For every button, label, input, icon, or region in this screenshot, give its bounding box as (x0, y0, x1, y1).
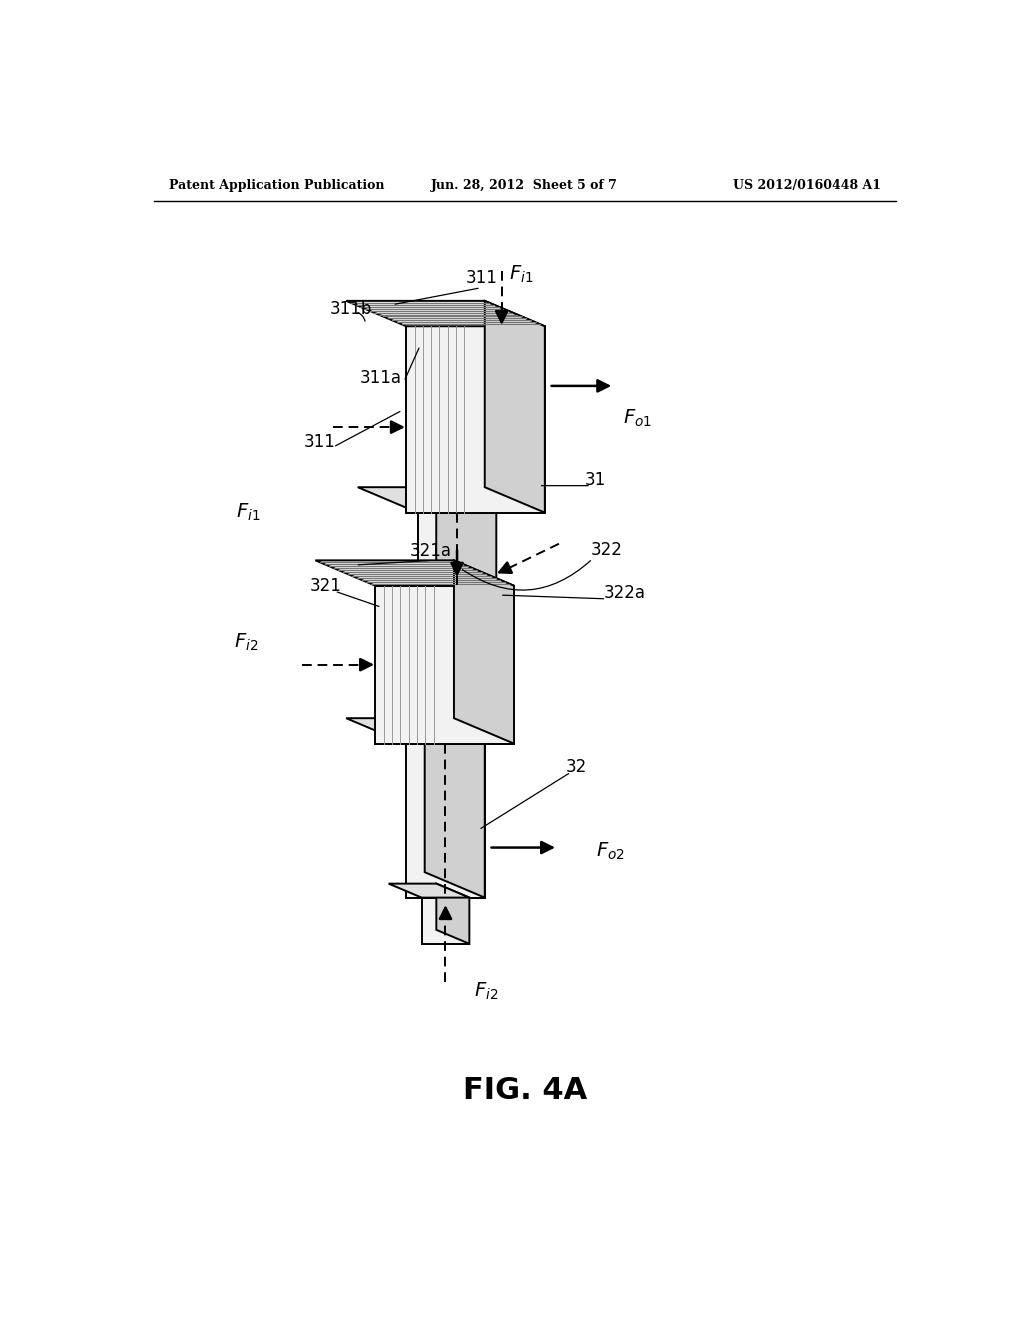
Text: US 2012/0160448 A1: US 2012/0160448 A1 (732, 178, 881, 191)
Polygon shape (357, 487, 497, 512)
Text: 311: 311 (304, 433, 336, 450)
Text: Jun. 28, 2012  Sheet 5 of 7: Jun. 28, 2012 Sheet 5 of 7 (431, 178, 618, 191)
Polygon shape (346, 718, 484, 743)
Polygon shape (436, 487, 497, 586)
Polygon shape (407, 326, 545, 512)
Text: $F_{i2}$: $F_{i2}$ (474, 981, 499, 1002)
Text: 31: 31 (585, 471, 606, 490)
Text: 311a: 311a (360, 368, 402, 387)
Polygon shape (407, 743, 484, 898)
Text: 322: 322 (591, 541, 623, 558)
Text: FIG. 4A: FIG. 4A (463, 1076, 587, 1105)
Polygon shape (425, 718, 484, 898)
Text: Patent Application Publication: Patent Application Publication (169, 178, 385, 191)
Polygon shape (388, 883, 469, 898)
Polygon shape (418, 512, 497, 586)
Polygon shape (376, 586, 514, 743)
Text: 322a: 322a (604, 585, 646, 602)
Polygon shape (422, 898, 469, 944)
Text: $F_{i2}$: $F_{i2}$ (234, 631, 258, 652)
Polygon shape (315, 560, 514, 586)
Text: 32: 32 (565, 758, 587, 776)
Polygon shape (436, 883, 469, 944)
Polygon shape (346, 301, 545, 326)
Text: 321a: 321a (410, 543, 452, 560)
Text: 311b: 311b (330, 301, 372, 318)
Text: $F_{o1}$: $F_{o1}$ (624, 408, 652, 429)
Polygon shape (484, 301, 545, 512)
Text: 311: 311 (466, 269, 498, 286)
Text: $F_{o2}$: $F_{o2}$ (596, 841, 625, 862)
Polygon shape (454, 560, 514, 743)
Text: $F_{i1}$: $F_{i1}$ (236, 502, 260, 523)
Text: 321: 321 (309, 577, 341, 595)
Text: $F_{i1}$: $F_{i1}$ (509, 263, 534, 285)
